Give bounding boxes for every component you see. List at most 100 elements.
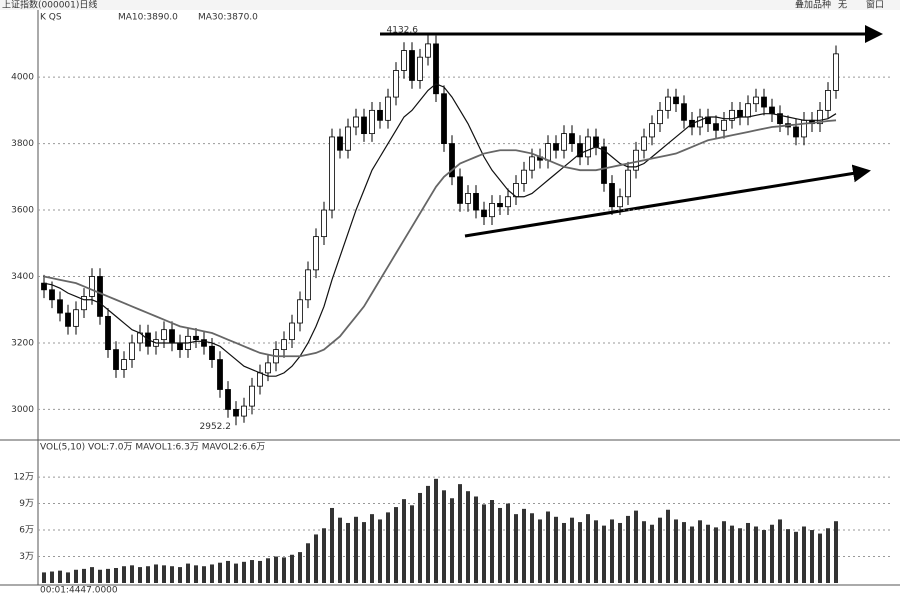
y-tick-label: 3万 xyxy=(19,552,34,562)
candle-body xyxy=(385,96,391,121)
candle-body xyxy=(305,269,311,301)
volume-bar xyxy=(122,566,126,583)
volume-bar xyxy=(538,519,542,583)
volume-bar xyxy=(658,517,662,583)
candle-body xyxy=(633,149,639,171)
volume-bar xyxy=(394,507,398,583)
candle-body xyxy=(169,329,175,344)
candle-body xyxy=(81,296,87,311)
volume-bar xyxy=(330,507,334,583)
volume-bar xyxy=(746,522,750,583)
volume-bar xyxy=(490,500,494,583)
moving-average xyxy=(43,119,837,358)
volume-bar xyxy=(826,528,830,583)
volume-bar xyxy=(642,521,646,583)
volume-bar xyxy=(810,530,814,583)
candle-body xyxy=(737,109,743,118)
volume-bar xyxy=(778,519,782,583)
candle-body xyxy=(793,126,799,138)
volume-bar xyxy=(354,516,358,583)
volume-bar xyxy=(202,566,206,583)
candle-body xyxy=(593,136,599,148)
volume-bar xyxy=(794,531,798,583)
candle-body xyxy=(217,359,223,390)
candle-body xyxy=(345,126,351,151)
candle-body xyxy=(713,123,719,131)
volume-bar xyxy=(762,530,766,583)
candle-body xyxy=(577,143,583,158)
candle-body xyxy=(393,70,399,98)
volume-bar xyxy=(106,568,110,583)
toolbar-button[interactable]: 窗口 xyxy=(866,0,884,11)
candle-body xyxy=(777,113,783,125)
volume-bar xyxy=(714,527,718,583)
volume-bar xyxy=(314,534,318,583)
candle-body xyxy=(417,56,423,81)
toolbar-button[interactable]: 叠加品种 xyxy=(795,0,831,11)
candle-body xyxy=(409,50,415,81)
volume-bar xyxy=(242,561,246,583)
candle-body xyxy=(585,136,591,158)
volume-bar xyxy=(666,509,670,583)
candle-body xyxy=(545,143,551,161)
volume-bar xyxy=(362,522,366,583)
volume-bar xyxy=(546,511,550,583)
volume-bar xyxy=(698,520,702,583)
candle-body xyxy=(665,96,671,111)
ma-label: MA30:3870.0 xyxy=(198,13,258,23)
volume-bar xyxy=(522,508,526,583)
volume-bar xyxy=(402,499,406,583)
volume-bar xyxy=(90,567,94,583)
volume-bar xyxy=(234,563,238,583)
candle-body xyxy=(57,299,63,314)
candle-body xyxy=(257,372,263,387)
volume-bar xyxy=(802,526,806,583)
volume-bar xyxy=(482,504,486,583)
volume-bar xyxy=(650,524,654,583)
candle-body xyxy=(161,329,167,341)
moving-average xyxy=(43,83,837,377)
candle-body xyxy=(225,389,231,410)
candle-body xyxy=(49,289,55,301)
volume-bar xyxy=(114,567,118,583)
ma-label: MA10:3890.0 xyxy=(118,13,178,23)
candle-body xyxy=(321,209,327,238)
y-tick-label: 3600 xyxy=(11,206,34,216)
candle-body xyxy=(601,146,607,184)
volume-bar xyxy=(722,521,726,583)
candle-body xyxy=(497,203,503,208)
volume-bar xyxy=(434,478,438,583)
candle-body xyxy=(521,169,527,184)
volume-bar xyxy=(146,566,150,583)
toolbar-button[interactable]: 无 xyxy=(838,0,847,11)
volume-bar xyxy=(586,514,590,583)
volume-bar xyxy=(690,526,694,583)
volume-bar xyxy=(682,522,686,583)
candle-body xyxy=(561,133,567,151)
candle-body xyxy=(697,116,703,128)
candle-body xyxy=(337,136,343,151)
candle-body xyxy=(817,109,823,125)
volume-bar xyxy=(322,528,326,583)
candle-body xyxy=(241,405,247,417)
y-tick-label: 3800 xyxy=(11,139,34,149)
volume-bar xyxy=(98,569,102,583)
candle-body xyxy=(649,123,655,138)
candle-body xyxy=(329,136,335,211)
volume-bar xyxy=(578,522,582,583)
candle-body xyxy=(657,109,663,125)
candle-body xyxy=(553,143,559,151)
candle-body xyxy=(833,53,839,91)
candle-body xyxy=(105,315,111,351)
volume-bar xyxy=(706,524,710,583)
volume-bar xyxy=(138,567,142,583)
candle-body xyxy=(113,349,119,370)
candle-body xyxy=(281,339,287,351)
volume-bar xyxy=(506,503,510,583)
volume-bar xyxy=(306,543,310,583)
volume-bar xyxy=(194,565,198,583)
candle-body xyxy=(745,103,751,118)
candle-body xyxy=(457,176,463,204)
candle-body xyxy=(97,276,103,317)
candle-body xyxy=(41,282,47,291)
